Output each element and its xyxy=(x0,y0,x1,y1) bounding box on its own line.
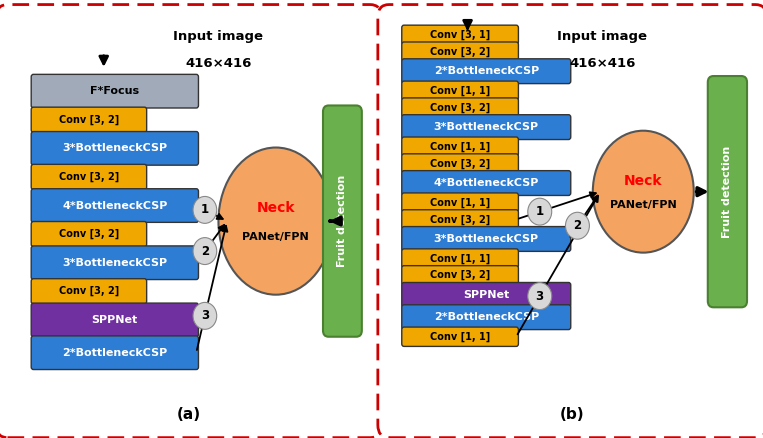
Text: Neck: Neck xyxy=(624,174,662,188)
Text: 3*BottleneckCSP: 3*BottleneckCSP xyxy=(63,258,167,268)
FancyBboxPatch shape xyxy=(402,283,571,307)
Circle shape xyxy=(565,212,589,239)
FancyBboxPatch shape xyxy=(402,193,518,212)
FancyBboxPatch shape xyxy=(402,115,571,140)
Text: 1: 1 xyxy=(201,203,209,216)
FancyBboxPatch shape xyxy=(402,305,571,329)
FancyBboxPatch shape xyxy=(402,266,518,285)
Text: Conv [1, 1]: Conv [1, 1] xyxy=(430,332,490,342)
FancyBboxPatch shape xyxy=(402,226,571,251)
Text: 3*BottleneckCSP: 3*BottleneckCSP xyxy=(433,122,539,132)
Text: 2: 2 xyxy=(573,219,581,232)
Text: Fruit detection: Fruit detection xyxy=(337,175,347,267)
FancyBboxPatch shape xyxy=(378,4,763,438)
Text: PANet/FPN: PANet/FPN xyxy=(243,232,309,242)
FancyBboxPatch shape xyxy=(31,164,146,190)
Text: (b): (b) xyxy=(560,406,584,422)
Text: Conv [3, 2]: Conv [3, 2] xyxy=(59,172,119,182)
Text: 2: 2 xyxy=(201,244,209,258)
Text: 1: 1 xyxy=(536,205,544,218)
Text: Conv [1, 1]: Conv [1, 1] xyxy=(430,198,490,208)
Text: PANet/FPN: PANet/FPN xyxy=(610,200,677,210)
FancyBboxPatch shape xyxy=(402,25,518,45)
Text: Conv [3, 1]: Conv [3, 1] xyxy=(430,30,490,40)
FancyBboxPatch shape xyxy=(31,131,198,165)
FancyBboxPatch shape xyxy=(402,98,518,117)
Text: Conv [3, 2]: Conv [3, 2] xyxy=(430,214,490,225)
Text: Fruit detection: Fruit detection xyxy=(723,145,732,238)
Text: Conv [1, 1]: Conv [1, 1] xyxy=(430,141,490,152)
FancyBboxPatch shape xyxy=(708,76,747,307)
Text: Conv [3, 2]: Conv [3, 2] xyxy=(430,270,490,280)
FancyBboxPatch shape xyxy=(31,189,198,223)
FancyBboxPatch shape xyxy=(402,59,571,84)
Circle shape xyxy=(193,238,217,265)
Circle shape xyxy=(193,302,217,329)
Text: (a): (a) xyxy=(177,406,201,422)
Text: Conv [1, 1]: Conv [1, 1] xyxy=(430,254,490,264)
FancyBboxPatch shape xyxy=(31,74,198,108)
Text: Neck: Neck xyxy=(256,201,295,215)
Text: Conv [3, 2]: Conv [3, 2] xyxy=(59,229,119,239)
Text: F*Focus: F*Focus xyxy=(90,86,140,96)
Text: 3*BottleneckCSP: 3*BottleneckCSP xyxy=(433,234,539,244)
Ellipse shape xyxy=(218,148,333,295)
FancyBboxPatch shape xyxy=(402,249,518,268)
Text: 3: 3 xyxy=(201,309,209,322)
Text: Conv [1, 1]: Conv [1, 1] xyxy=(430,85,490,96)
FancyBboxPatch shape xyxy=(323,106,362,337)
FancyBboxPatch shape xyxy=(31,107,146,132)
FancyBboxPatch shape xyxy=(31,222,146,247)
Text: Conv [3, 2]: Conv [3, 2] xyxy=(430,159,490,169)
Text: Conv [3, 2]: Conv [3, 2] xyxy=(59,115,119,125)
FancyBboxPatch shape xyxy=(402,327,518,346)
FancyBboxPatch shape xyxy=(402,171,571,195)
Text: 2*BottleneckCSP: 2*BottleneckCSP xyxy=(433,312,539,322)
FancyBboxPatch shape xyxy=(402,137,518,156)
Text: SPPNet: SPPNet xyxy=(463,290,510,300)
Ellipse shape xyxy=(593,131,694,253)
Text: 3: 3 xyxy=(536,290,544,303)
FancyBboxPatch shape xyxy=(31,336,198,370)
Text: 2*BottleneckCSP: 2*BottleneckCSP xyxy=(63,348,167,358)
Circle shape xyxy=(528,283,552,310)
Text: 2*BottleneckCSP: 2*BottleneckCSP xyxy=(433,66,539,76)
Text: 416×416: 416×416 xyxy=(185,57,252,70)
Text: Conv [3, 2]: Conv [3, 2] xyxy=(430,102,490,113)
Text: 4*BottleneckCSP: 4*BottleneckCSP xyxy=(62,201,168,211)
FancyBboxPatch shape xyxy=(31,246,198,279)
Text: SPPNet: SPPNet xyxy=(92,315,138,325)
Text: Conv [3, 2]: Conv [3, 2] xyxy=(430,46,490,57)
Circle shape xyxy=(528,198,552,225)
Text: 3*BottleneckCSP: 3*BottleneckCSP xyxy=(63,143,167,153)
FancyBboxPatch shape xyxy=(31,303,198,337)
Text: Conv [3, 2]: Conv [3, 2] xyxy=(59,286,119,297)
FancyBboxPatch shape xyxy=(402,81,518,100)
Text: Input image: Input image xyxy=(173,30,263,43)
Text: 4*BottleneckCSP: 4*BottleneckCSP xyxy=(433,178,539,188)
FancyBboxPatch shape xyxy=(0,4,382,438)
FancyBboxPatch shape xyxy=(402,210,518,229)
Text: Input image: Input image xyxy=(557,30,647,43)
FancyBboxPatch shape xyxy=(402,154,518,173)
Circle shape xyxy=(193,197,217,223)
Text: 416×416: 416×416 xyxy=(569,57,636,70)
FancyBboxPatch shape xyxy=(31,279,146,304)
FancyBboxPatch shape xyxy=(402,42,518,61)
